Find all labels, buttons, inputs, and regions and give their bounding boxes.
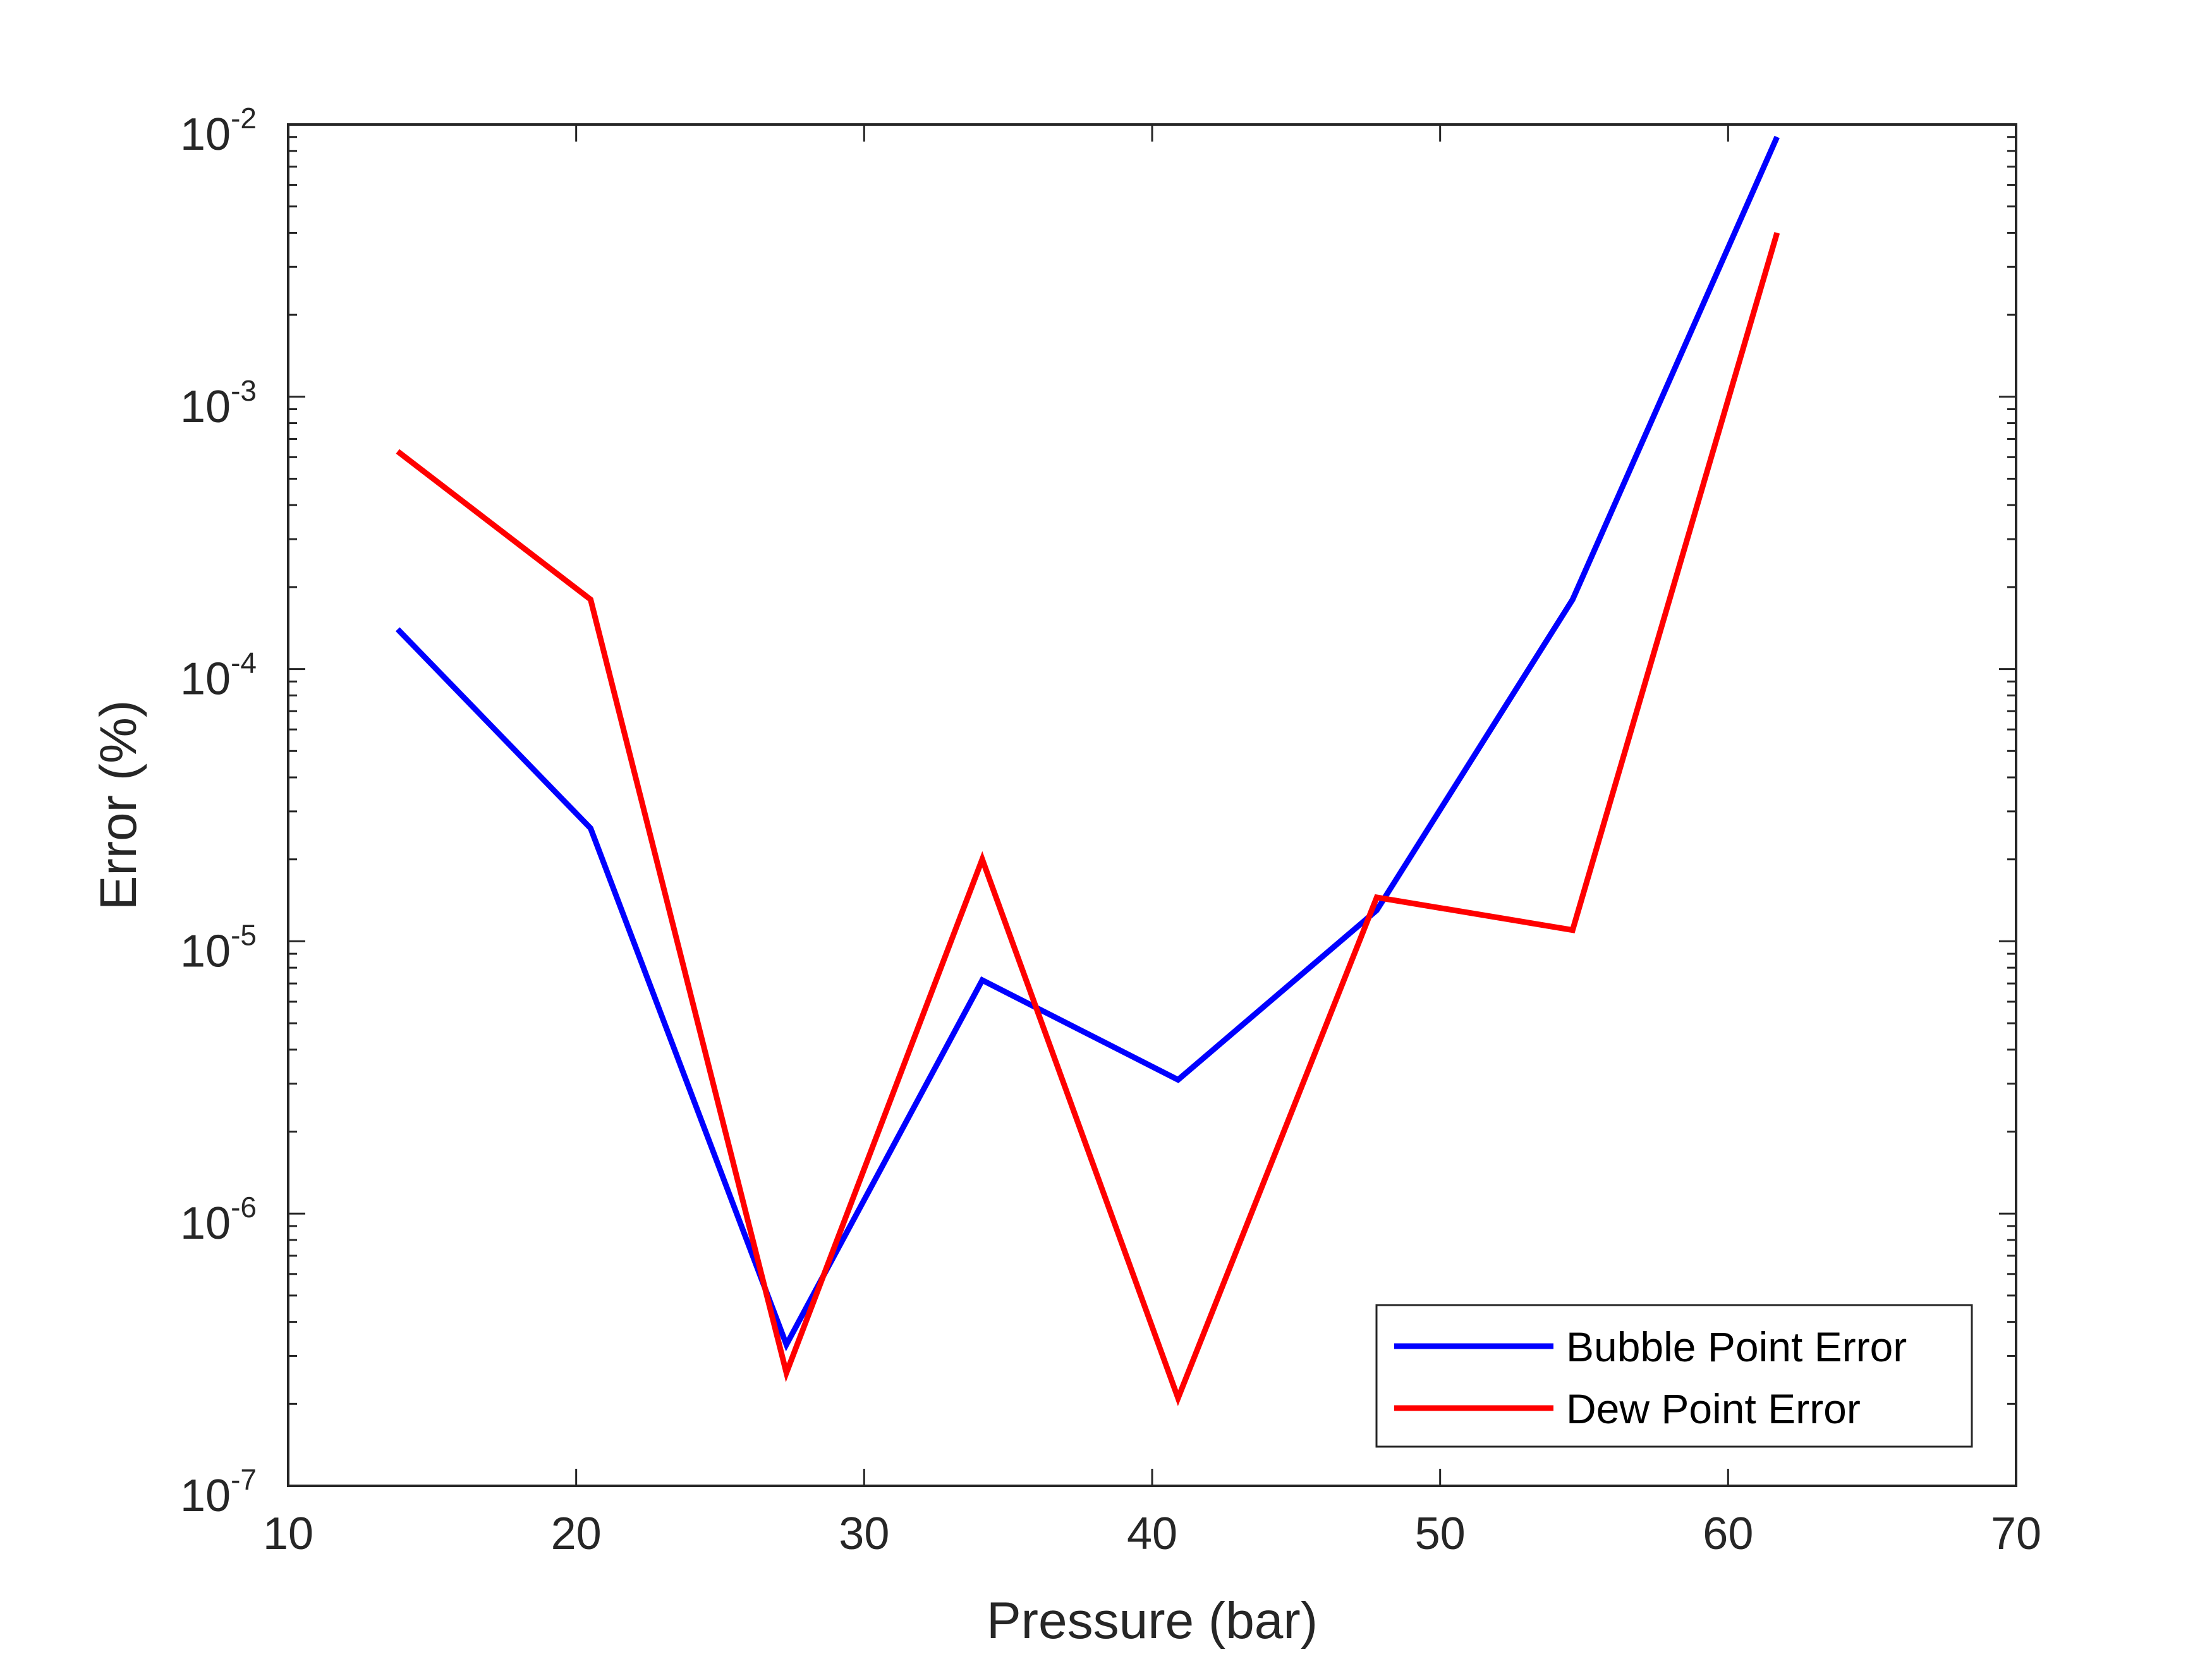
x-tick-label: 20 xyxy=(551,1509,602,1559)
plot-area xyxy=(288,125,2016,1486)
series-line-2 xyxy=(396,232,1780,1406)
legend-label: Dew Point Error xyxy=(1566,1385,1861,1432)
x-tick-label: 50 xyxy=(1415,1509,1466,1559)
y-axis-title: Error (%) xyxy=(90,700,147,911)
series-line-1 xyxy=(395,135,1780,1352)
legend-label: Bubble Point Error xyxy=(1566,1323,1907,1370)
y-tick-label: 10-3 xyxy=(180,374,257,432)
x-tick-label: 60 xyxy=(1703,1509,1753,1559)
legend: Bubble Point Error Dew Point Error xyxy=(1375,1304,1973,1448)
axis-tick-labels: 10 20 30 40 50 60 70 10-7 10-6 10-5 10-4 10-3 10-2 xyxy=(180,102,2041,1559)
y-tick-label: 10-7 xyxy=(180,1463,257,1521)
x-axis-title: Pressure (bar) xyxy=(987,1592,1318,1650)
x-tick-label: 10 xyxy=(263,1509,313,1559)
data-series xyxy=(395,135,1780,1406)
plot-frame xyxy=(287,123,2017,1487)
x-tick-label: 30 xyxy=(839,1509,889,1559)
y-tick-label: 10-2 xyxy=(180,102,257,160)
x-tick-label: 40 xyxy=(1127,1509,1177,1559)
y-tick-label: 10-5 xyxy=(180,918,257,976)
axis-ticks xyxy=(287,123,2017,1487)
y-tick-label: 10-4 xyxy=(180,647,257,705)
legend-box xyxy=(1375,1304,1973,1448)
x-tick-label: 70 xyxy=(1991,1509,2041,1559)
y-tick-label: 10-6 xyxy=(180,1191,257,1249)
